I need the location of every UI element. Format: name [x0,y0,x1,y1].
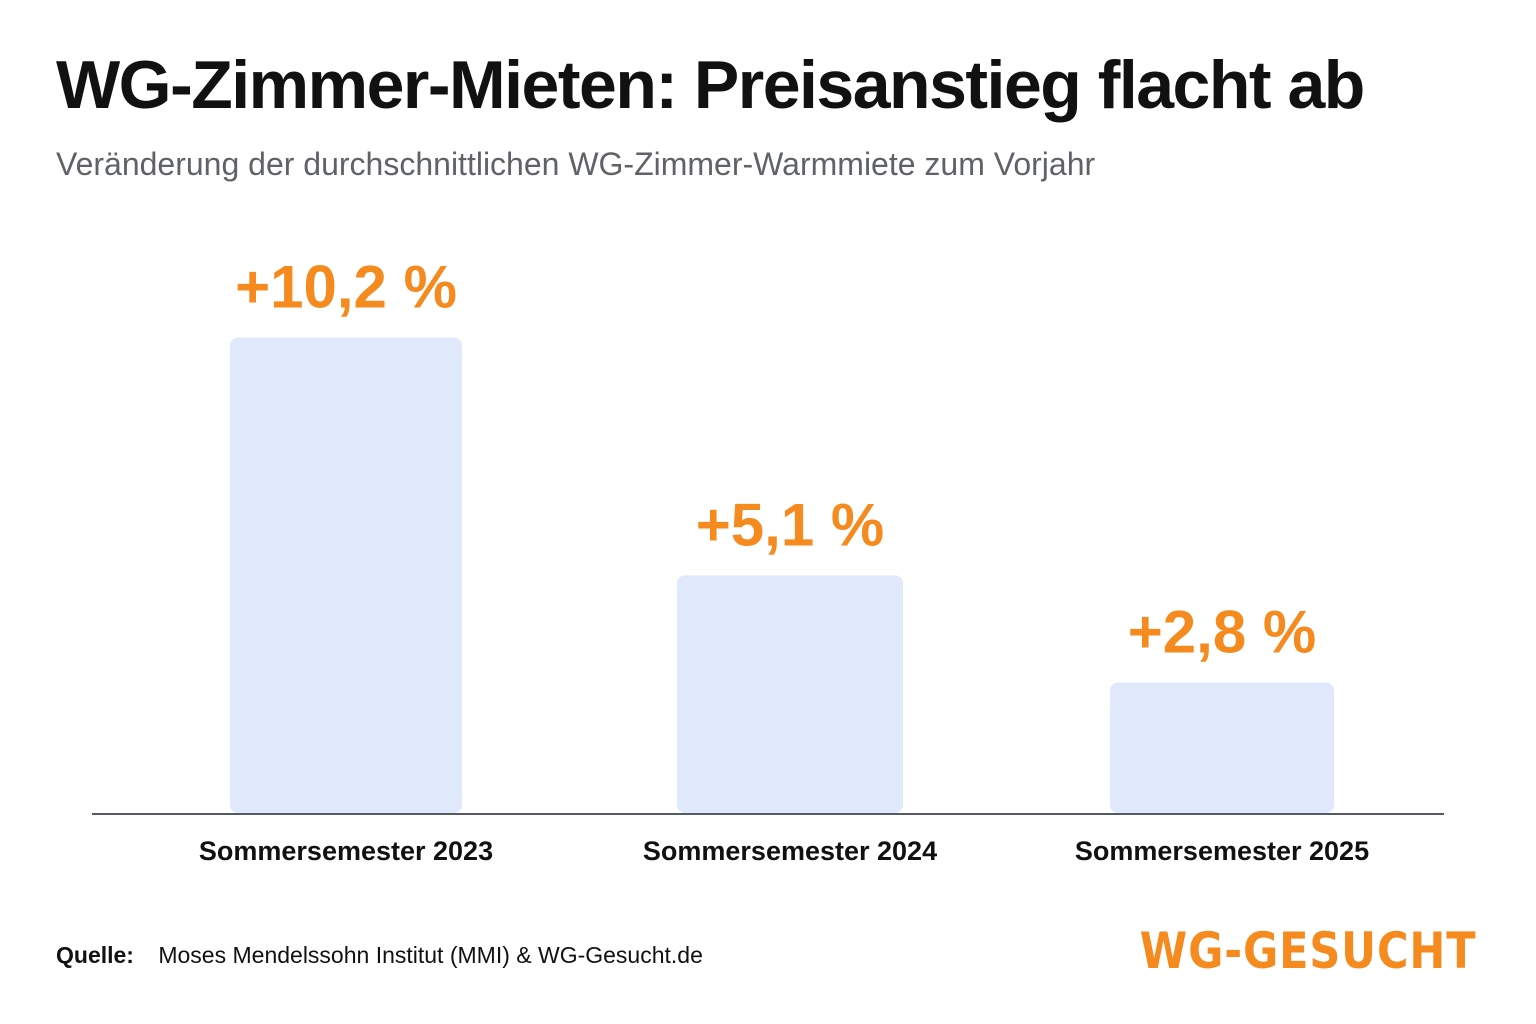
value-label-3: +2,8 % [1128,599,1316,666]
bar-2 [677,575,903,813]
value-label-1: +10,2 % [235,254,457,321]
bar-1 [230,337,462,813]
category-label-1: Sommersemester 2023 [199,836,493,866]
category-label-3: Sommersemester 2025 [1075,836,1369,866]
bar-chart: +10,2 % Sommersemester 2023 +5,1 % Sommerse… [92,254,1444,866]
source-text: Moses Mendelssohn Institut (MMI) & WG-Ge… [158,942,703,968]
wg-gesucht-logo: WG-GESUCHT [1139,922,1476,980]
category-label-2: Sommersemester 2024 [643,836,937,866]
source-label: Quelle: [56,942,134,968]
chart-subtitle: Veränderung der durchschnittlichen WG-Zi… [56,146,1096,182]
bar-3 [1110,682,1334,813]
value-label-2: +5,1 % [696,491,884,558]
source-note: Quelle: Moses Mendelssohn Institut (MMI)… [56,942,703,969]
chart-title: WG-Zimmer-Mieten: Preisanstieg flacht ab [56,47,1365,123]
